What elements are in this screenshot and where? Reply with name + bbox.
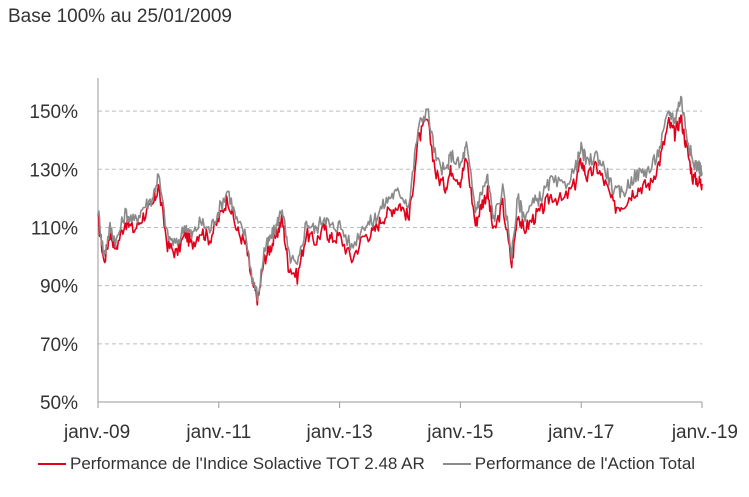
legend: Performance de l'Indice Solactive TOT 2.… (38, 454, 713, 474)
legend-item-indice: Performance de l'Indice Solactive TOT 2.… (38, 454, 425, 474)
y-tick-label: 50% (40, 393, 78, 414)
y-tick-label: 150% (29, 102, 78, 123)
legend-label-indice: Performance de l'Indice Solactive TOT 2.… (70, 454, 425, 473)
y-tick-label: 70% (40, 335, 78, 356)
x-tick-label: janv.-13 (306, 422, 373, 443)
x-tick-label: janv.-19 (671, 422, 738, 443)
x-tick-label: janv.-17 (547, 422, 614, 443)
x-tick-label: janv.-15 (426, 422, 493, 443)
legend-swatch-indice (38, 463, 66, 465)
axes (97, 78, 703, 408)
y-tick-label: 110% (31, 218, 78, 239)
x-tick-label: janv.-09 (63, 422, 130, 443)
legend-swatch-action (442, 463, 471, 465)
series-line-indice (97, 114, 703, 306)
y-tick-label: 90% (40, 277, 78, 298)
x-axis-ticks: janv.-09 janv.-11 janv.-13 janv.-15 janv.-17… (63, 422, 738, 443)
series-line-action (97, 95, 703, 302)
chart-subtitle: Base 100% au 25/01/2009 (8, 6, 232, 27)
legend-label-action: Performance de l'Action Total (474, 454, 696, 473)
y-tick-label: 130% (29, 160, 78, 181)
legend-item-action: Performance de l'Action Total (442, 454, 696, 474)
y-axis-ticks: 50% 70% 90% 110% 130% 150% (29, 102, 78, 414)
x-tick-label: janv.-11 (185, 422, 251, 443)
grid-lines (98, 110, 702, 345)
series-lines (97, 95, 703, 306)
